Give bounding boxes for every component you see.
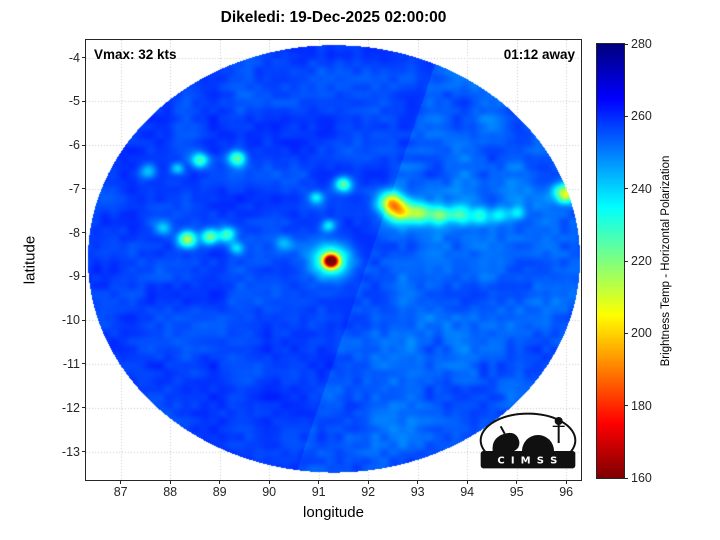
x-tick-label: 94 [460, 485, 475, 499]
antenna-ball-icon [554, 417, 563, 425]
colorbar-tick-label: 240 [631, 181, 652, 196]
colorbar-tick-mark [624, 43, 628, 45]
y-tick-label: -11 [62, 356, 80, 371]
y-axis-label: latitude [21, 235, 39, 285]
x-axis-label: longitude [303, 504, 364, 521]
logo-banner [480, 451, 576, 469]
y-tick-mark [82, 363, 86, 365]
x-tick-mark [318, 480, 320, 484]
cimss-logo-text: C I M S S [497, 456, 558, 467]
colorbar-tick-label: 280 [631, 37, 652, 51]
y-tick-mark [82, 407, 86, 409]
y-tick-label: -12 [61, 400, 80, 415]
eta-annotation: 01:12 away [503, 47, 575, 62]
colorbar-tick-mark [624, 188, 628, 190]
vmax-annotation: Vmax: 32 kts [94, 47, 177, 62]
x-tick-label: 90 [262, 485, 277, 499]
x-tick-mark [367, 480, 369, 484]
x-tick-label: 95 [509, 485, 524, 499]
y-tick-mark [82, 275, 86, 277]
colorbar-tick-mark [624, 477, 628, 479]
brightness-temp-image [86, 40, 581, 480]
y-tick-label: -9 [68, 269, 80, 284]
y-tick-mark [82, 232, 86, 234]
y-tick-mark [82, 100, 86, 102]
x-tick-label: 96 [559, 485, 574, 499]
colorbar-tick-label: 260 [631, 109, 652, 124]
colorbar-tick-mark [624, 260, 628, 262]
y-tick-label: -7 [68, 181, 80, 196]
x-tick-mark [169, 480, 171, 484]
radio-dish-icon [492, 432, 520, 451]
colorbar-tick-label: 220 [631, 254, 652, 268]
y-tick-mark [82, 188, 86, 190]
x-tick-mark [219, 480, 221, 484]
y-tick-mark [82, 451, 86, 453]
colorbar [597, 44, 624, 478]
x-tick-label: 87 [113, 485, 128, 499]
y-tick-label: -13 [61, 444, 80, 459]
x-tick-mark [268, 480, 270, 484]
chart-title: Dikeledi: 19-Dec-2025 02:00:00 [220, 9, 447, 26]
x-tick-label: 92 [361, 485, 376, 499]
y-tick-mark [82, 57, 86, 58]
x-tick-label: 89 [212, 485, 227, 499]
y-tick-mark [82, 319, 86, 321]
y-tick-label: -10 [61, 313, 80, 328]
dish-feed-icon [499, 425, 506, 435]
x-tick-label: 91 [311, 485, 326, 499]
y-tick-label: -4 [68, 50, 80, 65]
x-tick-label: 93 [410, 485, 425, 499]
colorbar-tick-label: 200 [631, 326, 652, 341]
x-tick-mark [120, 480, 122, 484]
observatory-dome-icon [522, 435, 554, 451]
y-tick-mark [82, 144, 86, 146]
colorbar-tick-mark [624, 332, 628, 334]
y-tick-label: -5 [68, 94, 80, 109]
colorbar-tick-mark [624, 405, 628, 407]
x-tick-label: 88 [163, 485, 178, 499]
cimss-logo: C I M S S [479, 412, 577, 469]
y-tick-label: -6 [68, 138, 80, 153]
colorbar-tick-mark [624, 115, 628, 117]
x-tick-mark [417, 480, 419, 484]
colorbar-tick-label: 160 [631, 471, 652, 485]
colorbar-tick-label: 180 [631, 398, 652, 413]
x-tick-mark [516, 480, 518, 484]
x-tick-mark [565, 480, 567, 484]
x-tick-mark [466, 480, 468, 484]
y-tick-label: -8 [68, 225, 80, 240]
